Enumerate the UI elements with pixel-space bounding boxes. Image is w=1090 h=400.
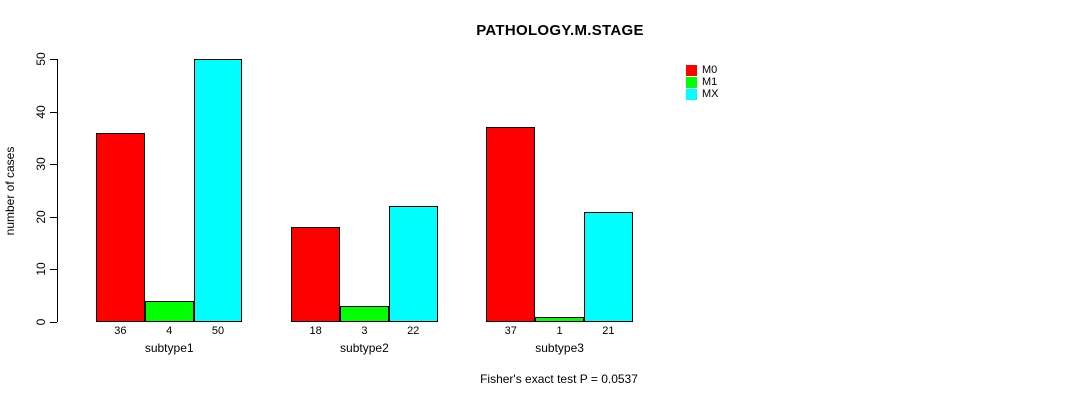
legend-label: M1: [702, 76, 718, 88]
x-category-label: subtype1: [144, 341, 194, 355]
x-category-label: subtype2: [340, 341, 389, 355]
bar-value-label: 1: [556, 325, 563, 337]
legend-item-m1: M1: [686, 76, 719, 88]
legend-label: MX: [702, 88, 719, 100]
y-tick-label: 20: [34, 210, 48, 224]
y-axis-line: [57, 59, 58, 322]
bar-value-label: 3: [361, 325, 368, 337]
bar-m1-subtype2: [340, 306, 389, 322]
bar-mx-subtype2: [388, 206, 438, 322]
y-tick-mark: [50, 216, 57, 218]
legend-item-m0: M0: [686, 64, 719, 76]
x-category-label: subtype3: [535, 341, 584, 355]
legend-swatch-m1: [686, 76, 697, 88]
bar-value-label: 50: [211, 325, 225, 337]
stat-test-caption: Fisher's exact test P = 0.0537: [480, 372, 638, 386]
y-axis-title: number of cases: [3, 146, 17, 236]
legend-label: M0: [702, 64, 718, 76]
bar-m0-subtype2: [291, 227, 340, 322]
bar-mx-subtype1: [193, 59, 243, 322]
y-tick-label: 10: [34, 262, 48, 277]
legend-swatch-m0: [686, 64, 697, 76]
y-tick-mark: [50, 269, 57, 271]
chart-title: PATHOLOGY.M.STAGE: [476, 22, 644, 39]
bar-value-label: 37: [504, 325, 517, 337]
bar-value-label: 4: [166, 325, 173, 337]
bar-m1-subtype1: [144, 300, 194, 322]
y-tick-mark: [50, 111, 57, 113]
y-tick-mark: [50, 59, 57, 60]
bar-value-label: 22: [407, 325, 420, 337]
y-tick-label: 50: [34, 52, 48, 66]
y-tick-mark: [50, 322, 57, 323]
legend-item-mx: MX: [686, 88, 719, 100]
bar-value-label: 36: [114, 325, 127, 337]
bar-m0-subtype3: [486, 127, 536, 322]
bar-mx-subtype3: [584, 211, 633, 322]
bar-value-label: 18: [309, 325, 322, 337]
bar-value-label: 21: [602, 325, 615, 337]
y-tick-label: 30: [34, 157, 48, 171]
y-tick-mark: [50, 164, 57, 166]
legend-swatch-mx: [686, 88, 697, 100]
legend: M0 M1 MX: [686, 64, 719, 100]
y-tick-label: 0: [34, 318, 48, 326]
bar-m1-subtype3: [535, 316, 584, 322]
y-tick-label: 40: [34, 104, 48, 119]
bar-m0-subtype1: [96, 132, 145, 322]
